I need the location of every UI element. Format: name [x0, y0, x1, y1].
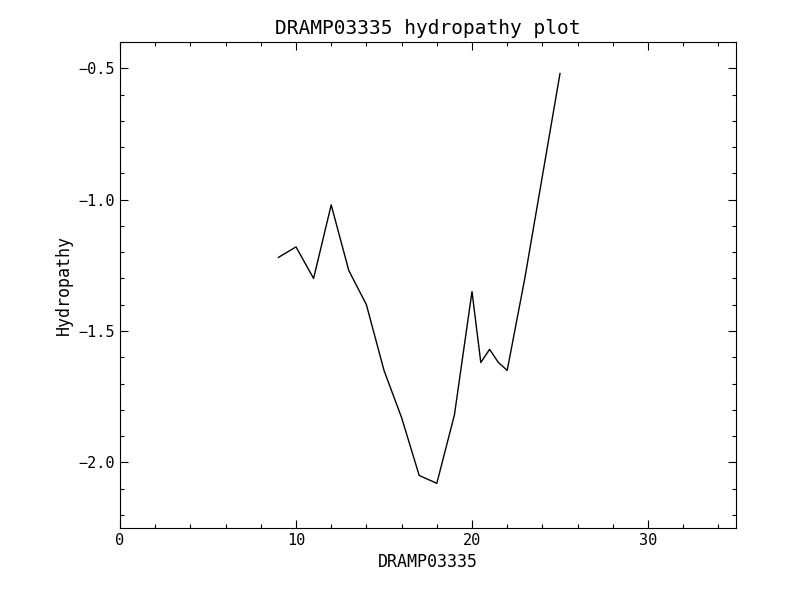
- Title: DRAMP03335 hydropathy plot: DRAMP03335 hydropathy plot: [275, 19, 581, 38]
- Y-axis label: Hydropathy: Hydropathy: [55, 235, 73, 335]
- X-axis label: DRAMP03335: DRAMP03335: [378, 553, 478, 571]
